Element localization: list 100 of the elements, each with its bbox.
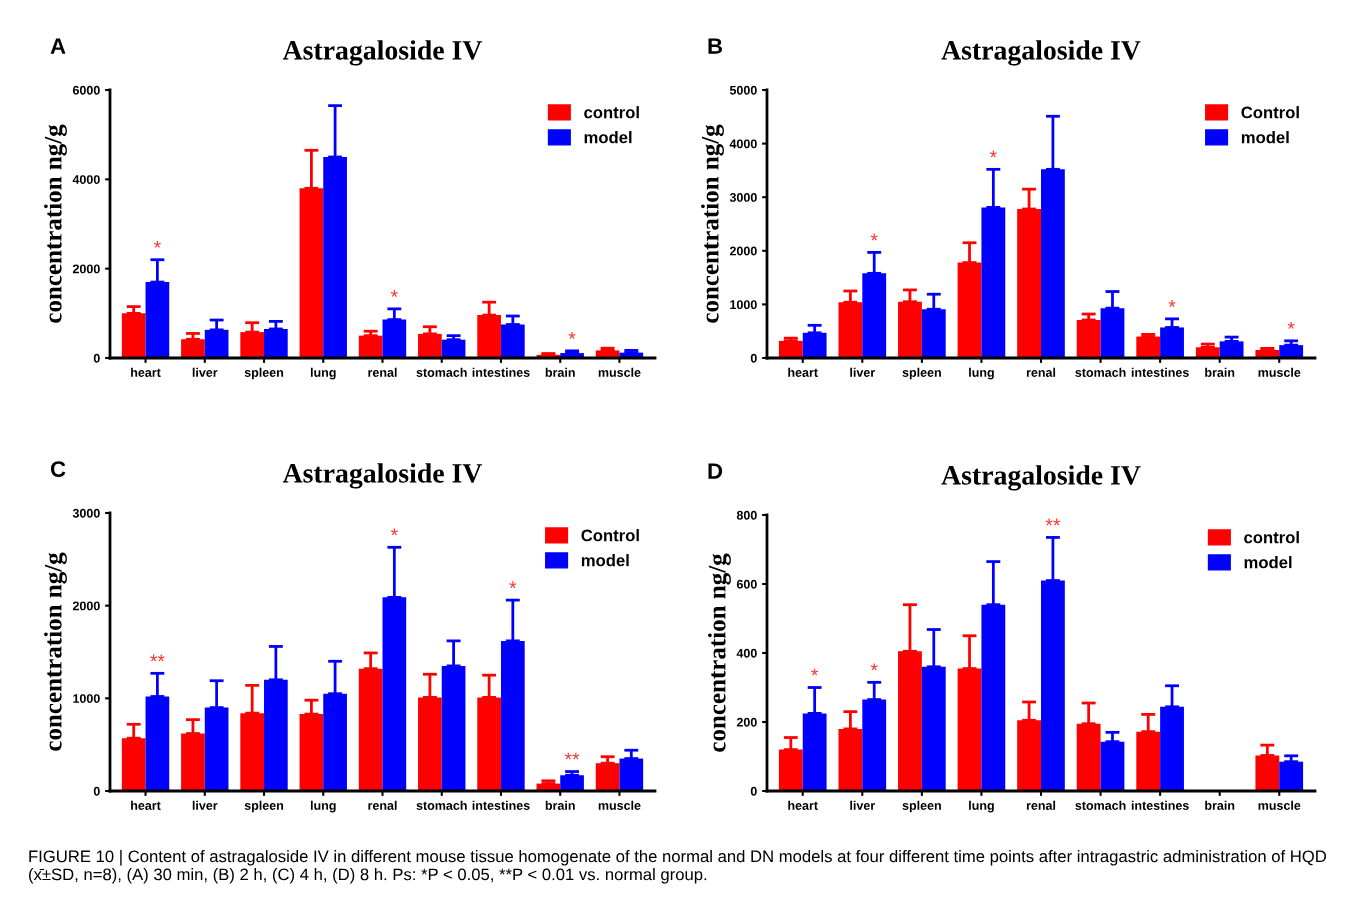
- caption: FIGURE 10 | Content of astragaloside IV in different mouse tissue homogenate of the normal and DN models at four different time points after intragastric administration of HQD (x̄±SD, n=8), (A) 30 min, (B) 2 h, (C) 4 h, (D) 8 h. Ps: *P < 0.05, **P < 0.01 vs. normal group.: [29, 850, 1327, 884]
- y-tick-label: 3000: [729, 193, 757, 202]
- y-tick-label: 0: [93, 786, 100, 796]
- x-tick-label: spleen: [902, 800, 941, 813]
- x-tick-label: muscle: [1258, 800, 1301, 810]
- y-tick-label: 0: [750, 353, 757, 363]
- annotation: **: [150, 654, 165, 662]
- bar: [778, 749, 803, 791]
- x-tick-label: liver: [192, 367, 218, 377]
- x-tick-label: renal: [368, 367, 397, 377]
- bar: [264, 679, 288, 791]
- x-tick-label: brain: [1205, 800, 1235, 810]
- annotation: *: [153, 240, 161, 248]
- annotation: *: [568, 332, 576, 339]
- annotation: *: [509, 581, 517, 589]
- x-tick-label: lung: [969, 367, 994, 380]
- y-tick-label: 200: [736, 717, 757, 727]
- chart-title: Astragaloside IV: [282, 40, 483, 66]
- x-tick-label: liver: [192, 800, 218, 810]
- bar: [981, 604, 1006, 791]
- text: B: [708, 38, 723, 54]
- x-tick-label: brain: [1205, 367, 1235, 377]
- y-tick-label: 2000: [729, 246, 757, 256]
- x-tick-label: stomach: [416, 800, 467, 810]
- annotation: *: [1168, 300, 1176, 307]
- chart-title: Astragaloside IV: [941, 465, 1141, 491]
- x-tick-label: lung: [310, 367, 336, 380]
- x-tick-label: intestines: [1131, 367, 1189, 377]
- y-tick-label: 800: [736, 510, 757, 520]
- y-axis-title: concentration ng/g: [44, 124, 67, 323]
- x-tick-label: lung: [969, 800, 994, 813]
- y-tick-label: 0: [750, 786, 757, 796]
- bar: [358, 668, 383, 791]
- chart-title: Astragaloside IV: [941, 40, 1141, 66]
- bar: [1136, 336, 1161, 358]
- y-axis-title: concentration ng/g: [44, 552, 67, 751]
- annotation: **: [564, 752, 580, 760]
- bar: [181, 339, 205, 358]
- x-tick-label: stomach: [1075, 800, 1126, 810]
- x-tick-label: renal: [1026, 800, 1056, 810]
- y-tick-label: 2000: [72, 601, 100, 611]
- x-tick-label: liver: [850, 800, 875, 810]
- y-tick-label: 5000: [729, 85, 757, 95]
- x-tick-label: renal: [368, 800, 397, 810]
- y-tick-label: 4000: [72, 175, 100, 184]
- bar: [778, 340, 803, 358]
- x-tick-label: liver: [850, 367, 875, 377]
- bar: [1041, 580, 1065, 791]
- annotation: *: [870, 233, 878, 241]
- annotation: *: [1287, 322, 1295, 329]
- y-axis-title: concentration ng/g: [708, 553, 731, 752]
- bar: [898, 301, 922, 358]
- y-tick-label: 3000: [72, 508, 100, 518]
- x-tick-label: spleen: [244, 800, 284, 813]
- bar: [204, 329, 229, 358]
- y-tick-label: 1000: [73, 694, 100, 703]
- text: C: [50, 461, 66, 477]
- legend-label: Control: [581, 529, 639, 542]
- bar: [382, 319, 407, 358]
- x-tick-label: heart: [788, 367, 818, 377]
- legend-label: model: [1244, 556, 1292, 569]
- x-tick-label: brain: [545, 800, 575, 810]
- bar: [1076, 319, 1101, 358]
- annotation: **: [1045, 518, 1061, 526]
- legend-label: model: [1241, 131, 1289, 144]
- y-tick-label: 1000: [730, 300, 757, 310]
- bar: [204, 707, 229, 791]
- y-tick-label: 400: [736, 648, 757, 658]
- bar: [323, 693, 347, 791]
- bar: [1100, 741, 1125, 791]
- bar: [1136, 731, 1161, 791]
- bar: [500, 324, 525, 358]
- bar: [802, 332, 827, 358]
- legend-label: Control: [1241, 106, 1299, 119]
- bar: [181, 733, 205, 791]
- x-tick-label: muscle: [598, 367, 641, 377]
- annotation: *: [870, 663, 878, 671]
- x-tick-label: lung: [310, 800, 336, 813]
- x-tick-label: stomach: [416, 367, 467, 377]
- annotation: *: [390, 528, 398, 536]
- x-tick-label: heart: [788, 800, 818, 810]
- x-tick-label: intestines: [472, 367, 530, 377]
- bar: [619, 758, 644, 791]
- x-tick-label: spleen: [244, 367, 284, 380]
- legend-label: model: [584, 131, 632, 144]
- legend-label: control: [584, 106, 639, 119]
- legend-label: control: [1244, 531, 1299, 544]
- chart-title: Astragaloside IV: [282, 463, 483, 489]
- x-tick-label: muscle: [598, 800, 641, 810]
- annotation: *: [811, 668, 819, 676]
- bar: [1076, 723, 1101, 791]
- bar: [957, 668, 982, 791]
- x-tick-label: intestines: [1131, 800, 1189, 810]
- y-tick-label: 0: [93, 353, 100, 363]
- bar: [957, 262, 982, 358]
- y-tick-label: 4000: [729, 139, 757, 149]
- legend-label: model: [581, 554, 629, 567]
- y-tick-label: 600: [736, 579, 757, 589]
- bar: [418, 333, 442, 358]
- bar: [500, 640, 525, 791]
